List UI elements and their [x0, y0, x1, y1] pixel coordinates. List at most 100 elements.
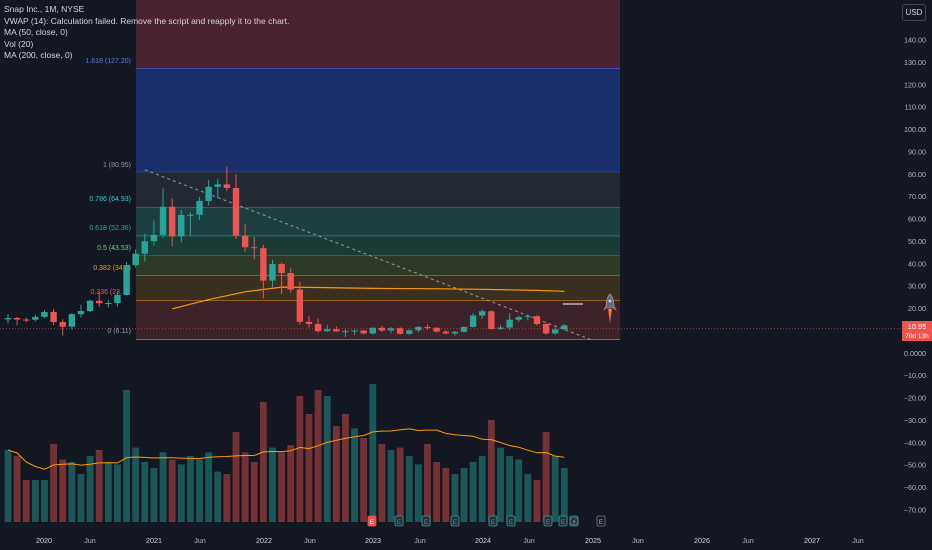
volume-bar	[22, 480, 30, 522]
fib-label-0: 0 (6.11)	[107, 328, 131, 335]
time-tick-label: 2023	[365, 536, 381, 545]
volume-bar	[487, 420, 495, 522]
fib-label-0618: 0.618 (52.36)	[89, 225, 131, 232]
flash-glyph: ⚡	[572, 519, 577, 526]
candle-body	[561, 325, 568, 330]
candle-body	[287, 272, 294, 290]
time-tick-label: 2026	[694, 536, 710, 545]
price-tick-label: −30.00	[904, 416, 926, 425]
volume-bar	[214, 471, 222, 522]
time-tick-label: Jun	[194, 536, 206, 545]
earnings-marker[interactable]	[506, 515, 516, 527]
time-tick-label: Jun	[632, 536, 644, 545]
ma50-legend[interactable]: MA (50, close, 0)	[4, 27, 68, 38]
earnings-marker[interactable]	[488, 515, 498, 527]
candle-body	[123, 265, 130, 295]
earnings-marker[interactable]	[394, 515, 404, 527]
earnings-marker-label: E	[424, 519, 429, 526]
trend-line[interactable]	[144, 169, 592, 341]
candle-body	[105, 302, 112, 304]
current-price-label: 10.95 70d 13h	[902, 321, 932, 341]
candle-body	[415, 326, 422, 331]
candle-body	[150, 234, 158, 242]
earnings-marker[interactable]	[450, 515, 460, 527]
volume-bar	[177, 464, 185, 522]
volume-bar	[132, 447, 140, 522]
price-tick-label: −60.00	[904, 483, 926, 492]
volume-bar	[497, 447, 504, 522]
candle-body	[41, 311, 48, 317]
time-tick-label: Jun	[523, 536, 535, 545]
fib-zone-0236	[136, 300, 620, 340]
candle-body	[77, 311, 85, 315]
time-tick-label: 2020	[36, 536, 52, 545]
volume-bar	[323, 396, 331, 522]
ma-200-line	[172, 286, 565, 310]
candle-body	[387, 328, 395, 331]
earnings-marker[interactable]	[543, 515, 553, 527]
price-tick-label: 80.00	[908, 170, 926, 179]
candle-body	[4, 317, 12, 320]
earnings-marker[interactable]	[367, 515, 377, 527]
candle-body	[187, 214, 194, 216]
fib-zone-05	[136, 255, 620, 276]
candle-body	[524, 316, 532, 318]
ma200-legend[interactable]: MA (200, close, 0)	[4, 50, 73, 61]
rocket-icon[interactable]	[603, 293, 617, 324]
earnings-marker[interactable]	[421, 515, 431, 527]
earnings-event-markers[interactable]: EEEEEEEEE⚡E	[367, 515, 606, 527]
price-tick-label: 20.00	[908, 304, 926, 313]
candle-body	[32, 316, 39, 320]
volume-bar	[77, 474, 85, 522]
earnings-marker[interactable]	[596, 515, 606, 527]
candle-body	[497, 327, 504, 329]
candle-body	[178, 215, 185, 237]
volume-bar	[168, 459, 176, 522]
candle-body	[488, 311, 495, 329]
volume-bar	[31, 480, 39, 522]
time-tick-label: Jun	[414, 536, 426, 545]
candle-body	[251, 247, 258, 249]
volume-bar	[305, 414, 313, 522]
volume-bar	[332, 426, 340, 522]
volume-bar	[560, 468, 568, 522]
fib-label-0236: 0.236 (23.	[90, 289, 122, 296]
volume-bar	[269, 447, 276, 522]
volume-bar	[542, 432, 550, 522]
candle-body	[469, 315, 477, 327]
volume-bar	[259, 402, 267, 522]
volume-bar	[223, 474, 231, 522]
price-axis[interactable]: 140.00 130.00 120.00 110.00 100.00 90.00 80.00…	[904, 36, 926, 515]
candle-body	[342, 331, 349, 333]
candle-body	[232, 187, 240, 236]
volume-bar	[141, 462, 149, 522]
earnings-marker[interactable]	[558, 515, 568, 527]
volume-bar	[241, 452, 249, 522]
volume-bar	[378, 444, 386, 522]
candle-body	[50, 311, 57, 322]
time-axis[interactable]: 2020 Jun 2021 Jun 2022 Jun 2023 Jun 2024 Jun 2025 J…	[36, 536, 864, 545]
time-tick-label: 2022	[256, 536, 272, 545]
volume-bar	[451, 474, 459, 522]
fib-label-1618: 1.618 (127.20)	[85, 58, 131, 65]
candle-body	[515, 317, 522, 320]
currency-button[interactable]: USD	[902, 4, 926, 21]
candle-body	[324, 329, 331, 332]
volume-bar	[424, 444, 431, 522]
volume-bar	[278, 452, 285, 522]
candle-body	[168, 206, 176, 237]
symbol-title[interactable]: Snap Inc., 1M, NYSE	[4, 4, 85, 14]
volume-bar	[469, 462, 477, 522]
volume-bar	[59, 459, 67, 522]
volume-legend[interactable]: Vol (20)	[4, 38, 34, 49]
price-tick-label: −40.00	[904, 438, 926, 447]
volume-bar	[415, 464, 422, 522]
candle-body	[378, 327, 386, 331]
volume-bar	[41, 480, 48, 522]
vwap-legend[interactable]: VWAP (14): Calculation failed. Remove th…	[4, 15, 290, 26]
dividend-flash-icon[interactable]	[569, 516, 579, 526]
volume-bar	[442, 468, 450, 522]
volume-bar	[524, 474, 532, 522]
candle-body	[13, 317, 21, 320]
